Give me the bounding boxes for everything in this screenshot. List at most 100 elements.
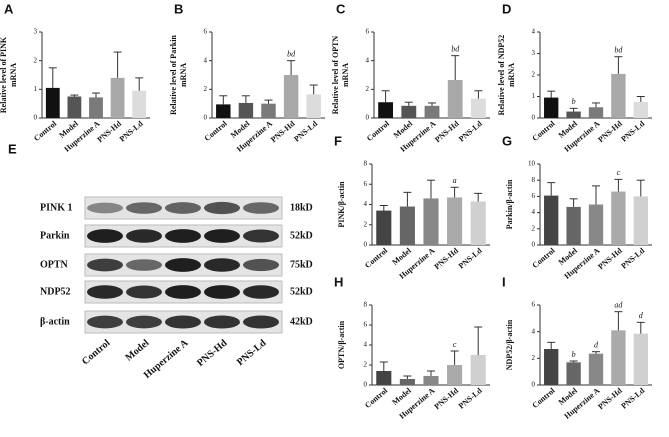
bar bbox=[216, 104, 231, 118]
error-bar bbox=[287, 60, 296, 75]
blot-band bbox=[243, 315, 279, 329]
y-axis-label: Parkin/β-actin bbox=[505, 179, 514, 229]
error-bar bbox=[70, 94, 79, 97]
bar bbox=[399, 379, 415, 385]
y-axis-label: mRNA bbox=[9, 63, 18, 87]
y-tick-label: 4 bbox=[204, 56, 208, 64]
y-tick-label: 4 bbox=[364, 200, 368, 208]
y-tick-label: 1 bbox=[532, 92, 536, 100]
size-label: 75kD bbox=[290, 259, 313, 270]
y-tick-label: 6 bbox=[366, 28, 370, 36]
blot-band bbox=[204, 285, 240, 299]
blot-band bbox=[87, 315, 123, 329]
size-label: 52kD bbox=[290, 286, 313, 297]
blot-band bbox=[126, 202, 162, 214]
bar bbox=[378, 102, 394, 118]
significance-label: b bbox=[572, 97, 576, 106]
y-tick-label: 2 bbox=[364, 361, 368, 369]
bar bbox=[588, 204, 604, 245]
error-bar bbox=[592, 351, 600, 354]
blot-band bbox=[87, 229, 123, 243]
bar bbox=[544, 349, 559, 385]
blot-band bbox=[204, 258, 240, 272]
error-bar bbox=[403, 191, 412, 207]
bar bbox=[544, 97, 559, 118]
bar bbox=[633, 196, 648, 245]
error-bar bbox=[403, 375, 412, 379]
error-bar bbox=[135, 77, 144, 91]
y-tick-label: 6 bbox=[364, 180, 368, 188]
y-tick-label: 2 bbox=[532, 354, 536, 362]
error-bar bbox=[636, 96, 645, 102]
error-bar bbox=[219, 95, 228, 105]
y-tick-label: 0 bbox=[34, 114, 38, 122]
blot-band bbox=[165, 202, 201, 214]
blot-band bbox=[243, 258, 279, 272]
panel-label: G bbox=[502, 133, 512, 148]
bar bbox=[566, 111, 581, 118]
y-tick-label: 0 bbox=[532, 114, 536, 122]
error-bar bbox=[614, 56, 623, 74]
y-tick-label: 6 bbox=[532, 192, 536, 200]
bar bbox=[611, 73, 626, 118]
bar bbox=[283, 75, 299, 118]
error-bar bbox=[592, 102, 600, 108]
y-axis-label: Relative level of OPTN bbox=[331, 36, 340, 115]
y-tick-label: 0 bbox=[366, 114, 370, 122]
y-tick-label: 0 bbox=[364, 241, 368, 249]
bar bbox=[588, 353, 604, 385]
y-axis-label: Relative level of PINK bbox=[0, 36, 8, 113]
significance-label: d bbox=[594, 340, 599, 349]
blot-band bbox=[165, 285, 201, 299]
bar bbox=[132, 90, 147, 118]
error-bar bbox=[614, 178, 623, 192]
panel-label: E bbox=[8, 141, 17, 156]
significance-label: c bbox=[617, 168, 621, 177]
y-tick-label: 6 bbox=[204, 28, 208, 36]
y-tick-label: 8 bbox=[364, 301, 368, 309]
error-bar bbox=[309, 84, 318, 95]
error-bar bbox=[241, 95, 250, 103]
bar bbox=[89, 97, 103, 118]
y-tick-label: 8 bbox=[532, 176, 536, 184]
blot-band bbox=[165, 229, 201, 243]
panel-label: C bbox=[336, 1, 346, 16]
blot-band bbox=[126, 229, 162, 243]
error-bar bbox=[427, 370, 435, 376]
y-axis-label: PINK/β-actin bbox=[337, 181, 346, 228]
error-bar bbox=[113, 51, 122, 78]
bar bbox=[261, 103, 276, 118]
y-axis-label: Relative level of Parkin bbox=[169, 35, 178, 115]
error-bar bbox=[428, 102, 436, 106]
bar bbox=[399, 206, 415, 245]
y-tick-label: 6 bbox=[532, 301, 536, 309]
y-axis-label: Relative level of NDP52 bbox=[497, 35, 506, 116]
error-bar bbox=[379, 361, 388, 371]
size-label: 52kD bbox=[290, 230, 313, 241]
bar bbox=[447, 197, 463, 245]
protein-label: Parkin bbox=[40, 230, 70, 241]
y-tick-label: 8 bbox=[364, 160, 368, 168]
blot-band bbox=[126, 259, 162, 271]
significance-label: b bbox=[572, 350, 576, 359]
bar bbox=[470, 201, 486, 245]
blot-band bbox=[126, 315, 162, 329]
protein-label: NDP52 bbox=[40, 286, 71, 297]
bar bbox=[423, 198, 439, 245]
panel-label: F bbox=[334, 133, 342, 148]
error-bar bbox=[547, 182, 556, 196]
significance-label: bd bbox=[451, 44, 460, 53]
error-bar bbox=[636, 321, 645, 334]
y-tick-label: 2 bbox=[366, 85, 370, 93]
error-bar bbox=[474, 192, 483, 202]
error-bar bbox=[381, 90, 390, 103]
panel-label: H bbox=[334, 274, 343, 289]
error-bar bbox=[48, 67, 57, 88]
y-tick-label: 2 bbox=[532, 224, 536, 232]
y-axis-label: mRNA bbox=[507, 63, 516, 87]
bar bbox=[633, 101, 648, 118]
y-tick-label: 4 bbox=[366, 56, 370, 64]
y-tick-label: 1 bbox=[34, 85, 38, 93]
bar bbox=[424, 105, 440, 118]
